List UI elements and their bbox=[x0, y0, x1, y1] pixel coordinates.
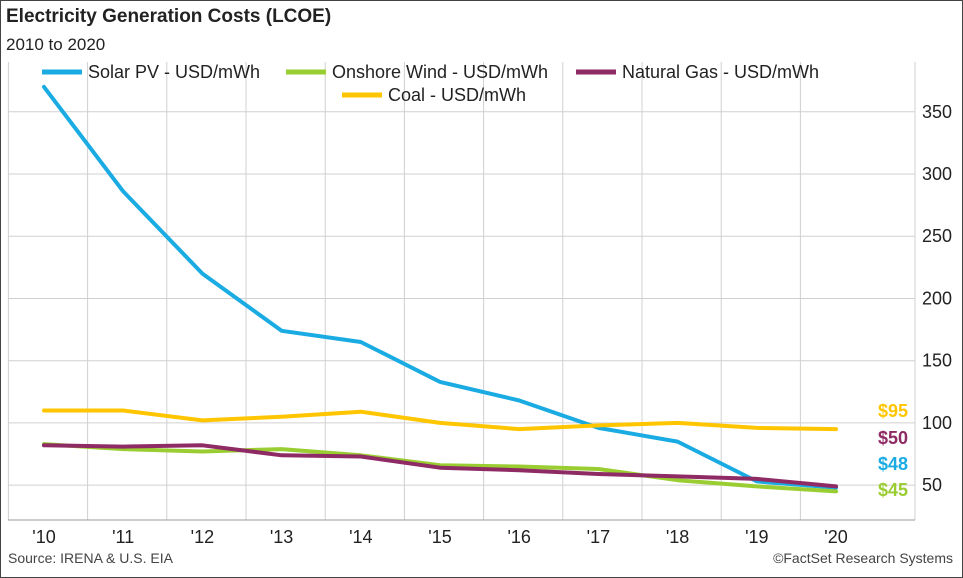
x-tick-label: '17 bbox=[587, 527, 610, 547]
end-label-0: $48 bbox=[878, 454, 908, 474]
x-tick-label: '11 bbox=[112, 527, 134, 547]
y-tick-label: 50 bbox=[922, 475, 942, 495]
x-tick-label: '13 bbox=[270, 527, 293, 547]
x-axis-ticks: '10 '11 '12 '13 '14 '15 '16 '17 '18 '19 '20 bbox=[32, 527, 847, 547]
series-lines bbox=[42, 84, 838, 494]
y-tick-label: 150 bbox=[922, 351, 952, 371]
credit-note: ©FactSet Research Systems bbox=[773, 550, 953, 566]
x-tick-label: '14 bbox=[349, 527, 372, 547]
series-line-0 bbox=[42, 84, 838, 490]
legend-label-2: Natural Gas - USD/mWh bbox=[622, 62, 819, 82]
series-line-2 bbox=[42, 443, 838, 489]
y-tick-label: 300 bbox=[922, 164, 952, 184]
y-axis-ticks: 50 100 150 200 250 300 350 bbox=[922, 102, 952, 495]
x-tick-label: '10 bbox=[32, 527, 55, 547]
end-label-2: $50 bbox=[878, 428, 908, 448]
x-tick-label: '20 bbox=[824, 527, 847, 547]
series-line-1 bbox=[42, 442, 838, 494]
chart-title: Electricity Generation Costs (LCOE) bbox=[6, 6, 332, 27]
x-tick-label: '12 bbox=[191, 527, 214, 547]
source-note: Source: IRENA & U.S. EIA bbox=[8, 550, 173, 566]
y-tick-label: 350 bbox=[922, 102, 952, 122]
x-tick-label: '16 bbox=[507, 527, 530, 547]
legend: Solar PV - USD/mWh Onshore Wind - USD/mWh… bbox=[42, 62, 819, 105]
legend-label-0: Solar PV - USD/mWh bbox=[88, 62, 260, 82]
legend-label-3: Coal - USD/mWh bbox=[388, 85, 526, 105]
legend-label-1: Onshore Wind - USD/mWh bbox=[332, 62, 548, 82]
x-tick-label: '18 bbox=[666, 527, 689, 547]
x-tick-label: '19 bbox=[745, 527, 768, 547]
end-label-3: $95 bbox=[878, 401, 908, 421]
y-tick-label: 200 bbox=[922, 288, 952, 308]
grid-lines bbox=[7, 62, 916, 521]
series-line-3 bbox=[42, 408, 838, 432]
y-tick-label: 250 bbox=[922, 226, 952, 246]
end-value-labels: $95 $50 $48 $45 bbox=[878, 401, 908, 500]
end-label-1: $45 bbox=[878, 480, 908, 500]
chart-subtitle: 2010 to 2020 bbox=[6, 35, 106, 54]
x-tick-label: '15 bbox=[428, 527, 451, 547]
y-tick-label: 100 bbox=[922, 413, 952, 433]
